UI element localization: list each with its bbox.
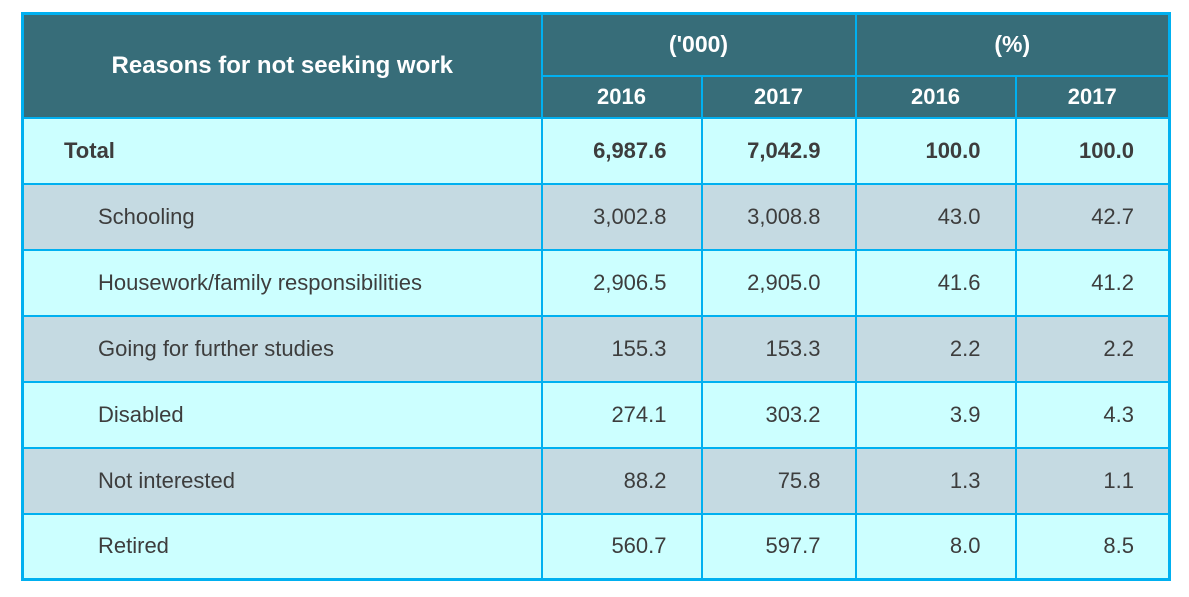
table-row-further-studies: Going for further studies 155.3 153.3 2.… [21,314,1171,383]
table-row-disabled: Disabled 274.1 303.2 3.9 4.3 [21,380,1171,449]
row-label: Retired [21,512,543,581]
table-row-schooling: Schooling 3,002.8 3,008.8 43.0 42.7 [21,182,1171,251]
cell-thousands-2016: 2,906.5 [540,248,703,317]
header-reasons-label: Reasons for not seeking work [21,12,543,119]
cell-percent-2017: 4.3 [1014,380,1171,449]
header-thousands-2016: 2016 [540,74,703,119]
cell-thousands-2017: 75.8 [700,446,857,515]
table-header: Reasons for not seeking work ('000) (%) … [21,12,1171,119]
cell-thousands-2016: 155.3 [540,314,703,383]
cell-percent-2016: 2.2 [854,314,1017,383]
cell-thousands-2016: 3,002.8 [540,182,703,251]
table-row-total: Total 6,987.6 7,042.9 100.0 100.0 [21,116,1171,185]
header-thousands-2017: 2017 [700,74,857,119]
header-thousands-group: ('000) [540,12,857,77]
cell-percent-2016: 8.0 [854,512,1017,581]
reasons-for-not-seeking-work-table: Reasons for not seeking work ('000) (%) … [21,12,1172,581]
cell-thousands-2016: 560.7 [540,512,703,581]
cell-percent-2017: 42.7 [1014,182,1171,251]
cell-thousands-2017: 303.2 [700,380,857,449]
row-label: Going for further studies [21,314,543,383]
cell-thousands-2017: 597.7 [700,512,857,581]
cell-thousands-2017: 7,042.9 [700,116,857,185]
row-label: Disabled [21,380,543,449]
cell-percent-2016: 43.0 [854,182,1017,251]
cell-thousands-2016: 274.1 [540,380,703,449]
cell-percent-2017: 2.2 [1014,314,1171,383]
cell-thousands-2017: 153.3 [700,314,857,383]
cell-percent-2016: 3.9 [854,380,1017,449]
cell-percent-2016: 1.3 [854,446,1017,515]
cell-percent-2017: 8.5 [1014,512,1171,581]
table-row-not-interested: Not interested 88.2 75.8 1.3 1.1 [21,446,1171,515]
table-row-housework: Housework/family responsibilities 2,906.… [21,248,1171,317]
cell-thousands-2017: 3,008.8 [700,182,857,251]
header-percent-2017: 2017 [1014,74,1171,119]
table-body: Total 6,987.6 7,042.9 100.0 100.0 School… [21,116,1171,581]
cell-thousands-2016: 88.2 [540,446,703,515]
row-label: Housework/family responsibilities [21,248,543,317]
row-label: Total [21,116,543,185]
cell-percent-2016: 41.6 [854,248,1017,317]
cell-percent-2017: 1.1 [1014,446,1171,515]
header-percent-2016: 2016 [854,74,1017,119]
cell-percent-2017: 41.2 [1014,248,1171,317]
cell-percent-2017: 100.0 [1014,116,1171,185]
header-percent-group: (%) [854,12,1171,77]
header-year-row: 2016 2017 2016 2017 [23,74,1171,119]
cell-percent-2016: 100.0 [854,116,1017,185]
row-label: Not interested [21,446,543,515]
table-row-retired: Retired 560.7 597.7 8.0 8.5 [21,512,1171,581]
header-group-row: Reasons for not seeking work ('000) (%) [21,12,1171,119]
cell-thousands-2017: 2,905.0 [700,248,857,317]
row-label: Schooling [21,182,543,251]
cell-thousands-2016: 6,987.6 [540,116,703,185]
